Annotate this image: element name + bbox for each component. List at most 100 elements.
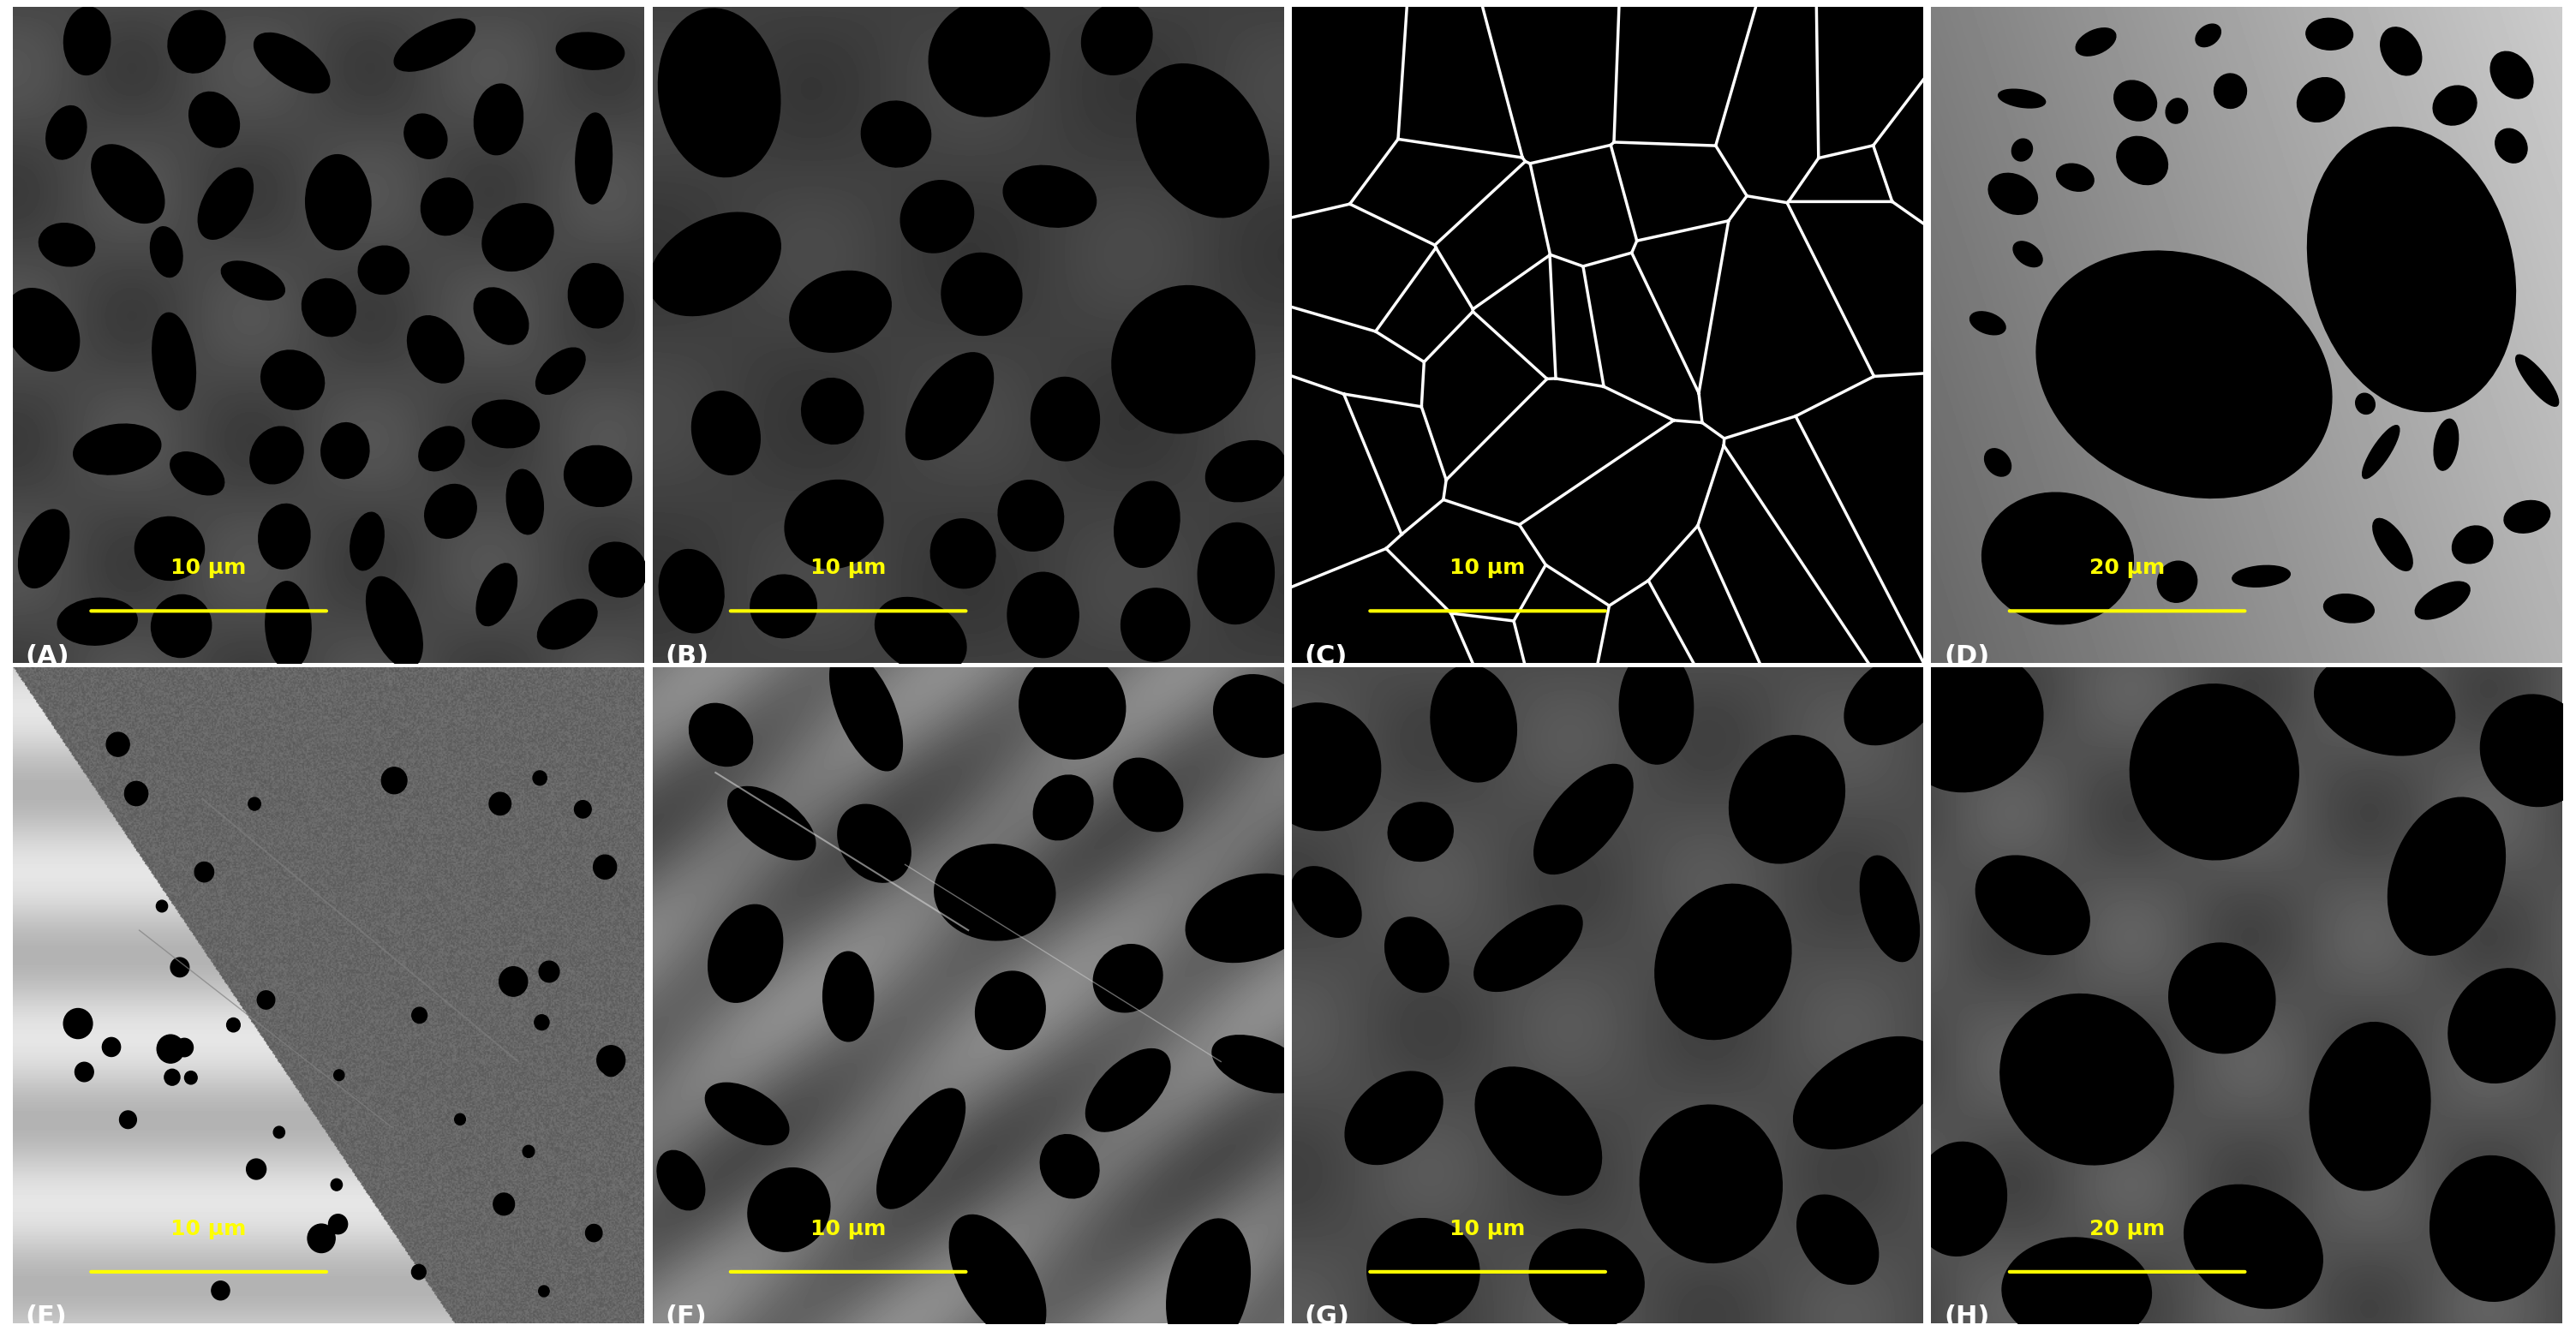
Ellipse shape [1976,856,2089,954]
Ellipse shape [860,101,930,168]
Ellipse shape [425,484,477,538]
Text: (H): (H) [1945,1304,1989,1330]
Ellipse shape [2517,355,2558,406]
Ellipse shape [2311,1022,2429,1190]
Ellipse shape [358,246,410,294]
Ellipse shape [2215,73,2246,108]
Ellipse shape [1041,1134,1100,1198]
Text: 10 μm: 10 μm [1450,1218,1525,1239]
Ellipse shape [420,178,474,236]
Ellipse shape [260,350,325,410]
Ellipse shape [907,353,994,459]
Text: 10 μm: 10 μm [1450,558,1525,578]
Ellipse shape [1185,874,1314,962]
Ellipse shape [590,542,647,598]
Circle shape [533,771,546,785]
Text: (C): (C) [1303,644,1347,668]
Ellipse shape [2306,19,2352,49]
Ellipse shape [1844,655,1940,745]
Circle shape [247,1159,265,1179]
Ellipse shape [729,787,817,860]
Ellipse shape [747,1169,829,1251]
Ellipse shape [482,204,554,272]
Ellipse shape [2380,27,2421,76]
Ellipse shape [1020,654,1126,759]
Ellipse shape [1971,311,2007,334]
Circle shape [523,1146,533,1158]
Ellipse shape [366,576,422,668]
Ellipse shape [1136,64,1267,217]
Ellipse shape [2076,28,2115,56]
Circle shape [106,732,129,756]
Text: 10 μm: 10 μm [170,558,247,578]
Ellipse shape [1121,588,1190,662]
Ellipse shape [1167,1219,1249,1331]
Ellipse shape [407,315,464,383]
Ellipse shape [507,470,544,534]
Circle shape [453,1114,466,1125]
Ellipse shape [2324,594,2375,623]
Ellipse shape [265,582,312,669]
Circle shape [381,767,407,793]
Ellipse shape [1257,703,1381,831]
Ellipse shape [822,952,873,1041]
Ellipse shape [976,972,1046,1050]
Ellipse shape [2308,128,2517,411]
Ellipse shape [1213,675,1303,757]
Ellipse shape [1999,89,2045,108]
Ellipse shape [1115,482,1180,567]
Ellipse shape [1999,994,2174,1165]
Circle shape [273,1126,286,1138]
Ellipse shape [322,423,368,479]
Ellipse shape [2115,80,2156,121]
Circle shape [211,1282,229,1300]
Text: 10 μm: 10 μm [811,1218,886,1239]
Circle shape [307,1225,335,1252]
Ellipse shape [1860,856,1919,961]
Ellipse shape [93,145,165,224]
Circle shape [227,1018,240,1032]
Circle shape [330,1214,348,1234]
Ellipse shape [930,0,1048,117]
Text: 10 μm: 10 μm [811,558,886,578]
Ellipse shape [2452,526,2494,563]
Ellipse shape [258,504,309,568]
Circle shape [492,1193,515,1215]
Ellipse shape [2012,138,2032,161]
Circle shape [574,800,592,819]
Ellipse shape [2166,98,2187,124]
Ellipse shape [2298,77,2344,122]
Ellipse shape [829,650,902,771]
Ellipse shape [1113,286,1255,434]
Ellipse shape [2117,137,2169,185]
Ellipse shape [706,1083,788,1145]
Text: (E): (E) [26,1304,67,1330]
Circle shape [598,1046,626,1075]
Ellipse shape [1793,1037,1937,1149]
Ellipse shape [134,516,204,580]
Ellipse shape [46,106,88,160]
Ellipse shape [474,84,523,154]
Circle shape [170,957,188,977]
Ellipse shape [786,480,884,568]
Ellipse shape [2014,241,2043,268]
Ellipse shape [940,253,1023,335]
Text: 10 μm: 10 μm [170,1218,247,1239]
Ellipse shape [188,92,240,148]
Ellipse shape [1087,1049,1170,1131]
Ellipse shape [18,510,70,588]
Ellipse shape [477,563,518,626]
Circle shape [538,961,559,982]
Text: (F): (F) [665,1304,706,1330]
Circle shape [489,792,510,815]
Circle shape [538,1286,549,1296]
Ellipse shape [708,905,783,1002]
Ellipse shape [2195,24,2221,47]
Ellipse shape [170,453,224,495]
Circle shape [533,1014,549,1030]
Ellipse shape [255,33,330,93]
Ellipse shape [1206,441,1285,502]
Ellipse shape [2504,500,2550,532]
Ellipse shape [167,11,224,73]
Circle shape [258,990,276,1009]
